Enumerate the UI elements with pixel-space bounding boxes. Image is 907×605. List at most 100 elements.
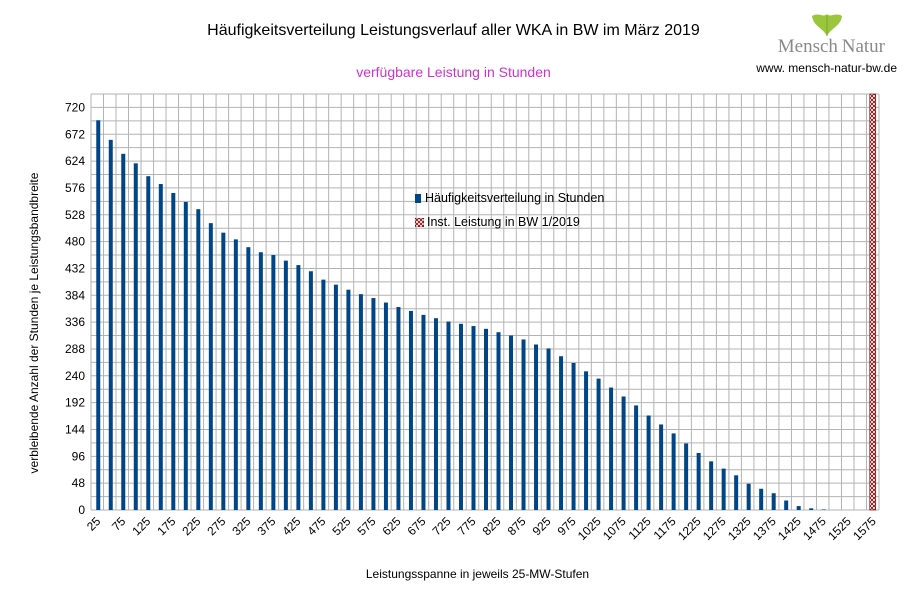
y-tick-label: 192 bbox=[65, 396, 85, 410]
bar bbox=[321, 279, 326, 510]
y-tick-label: 336 bbox=[65, 315, 85, 329]
bar bbox=[596, 378, 601, 510]
bar bbox=[158, 184, 163, 511]
x-tick-label: 1325 bbox=[725, 514, 754, 543]
bar bbox=[421, 314, 426, 510]
bar bbox=[171, 192, 176, 510]
bar bbox=[258, 252, 263, 510]
x-tick-label: 575 bbox=[354, 514, 378, 538]
x-tick-label: 1375 bbox=[750, 514, 779, 543]
bar bbox=[308, 271, 313, 510]
bar bbox=[771, 493, 776, 510]
bar bbox=[208, 223, 213, 510]
bar bbox=[746, 483, 751, 510]
bar bbox=[684, 443, 689, 510]
y-tick-label: 480 bbox=[65, 235, 85, 249]
bar bbox=[296, 265, 301, 510]
logo-brand-left: Mensch bbox=[777, 36, 838, 57]
y-tick-label: 576 bbox=[65, 181, 85, 195]
y-axis-ticks: 0 48 96 144 192 240 288 336 384 432 480 528 576 624 67… bbox=[65, 100, 85, 517]
x-tick-label: 225 bbox=[179, 514, 203, 538]
y-tick-label: 0 bbox=[78, 503, 85, 517]
bar bbox=[646, 415, 651, 510]
bar bbox=[696, 452, 701, 510]
bar bbox=[484, 328, 488, 510]
x-tick-label: 875 bbox=[505, 514, 529, 538]
bar bbox=[446, 321, 451, 510]
bar bbox=[358, 294, 363, 510]
x-tick-label: 725 bbox=[430, 514, 454, 538]
bar bbox=[346, 289, 351, 510]
installed-capacity-marker bbox=[869, 93, 877, 511]
x-tick-label: 625 bbox=[380, 514, 404, 538]
bar bbox=[621, 396, 626, 510]
y-tick-label: 144 bbox=[65, 422, 85, 436]
x-tick-label: 1475 bbox=[800, 514, 829, 543]
x-tick-label: 675 bbox=[405, 514, 429, 538]
chart-title: Häufigkeitsverteilung Leistungsverlauf a… bbox=[207, 22, 700, 39]
bar bbox=[108, 139, 113, 510]
y-tick-label: 720 bbox=[65, 100, 85, 114]
bar bbox=[784, 500, 789, 510]
logo-url: www. mensch-natur-bw.de bbox=[756, 61, 897, 75]
legend-label-installed: Inst. Leistung in BW 1/2019 bbox=[427, 215, 580, 229]
y-tick-label: 96 bbox=[72, 449, 86, 463]
bar bbox=[233, 239, 238, 510]
x-tick-label: 375 bbox=[254, 514, 278, 538]
bar bbox=[458, 323, 463, 510]
legend-item-bars: Häufigkeitsverteilung in Stunden bbox=[415, 186, 604, 210]
logo-brand-right: Natur bbox=[841, 36, 885, 57]
x-tick-label: 1125 bbox=[626, 514, 654, 542]
y-tick-label: 624 bbox=[65, 154, 85, 168]
x-tick-label: 1575 bbox=[850, 514, 879, 543]
bar bbox=[521, 339, 526, 510]
bar bbox=[821, 509, 826, 510]
bar bbox=[433, 318, 438, 510]
installed-capacity-bar bbox=[869, 93, 877, 511]
y-tick-label: 240 bbox=[65, 369, 85, 383]
x-tick-label: 1525 bbox=[825, 514, 854, 543]
legend-swatch-bars bbox=[415, 193, 421, 203]
bar bbox=[196, 209, 201, 510]
y-tick-label: 432 bbox=[65, 261, 85, 275]
bar bbox=[634, 405, 639, 510]
x-tick-label: 1425 bbox=[775, 514, 804, 543]
y-axis-label: verbleibende Anzahl der Stunden je Leist… bbox=[27, 172, 41, 474]
bar bbox=[709, 461, 714, 510]
x-tick-label: 275 bbox=[204, 514, 228, 538]
legend-item-installed: Inst. Leistung in BW 1/2019 bbox=[415, 210, 604, 234]
x-axis-label: Leistungsspanne in jeweils 25-MW-Stufen bbox=[365, 567, 590, 581]
bars bbox=[96, 120, 826, 511]
bar bbox=[96, 120, 101, 510]
bar bbox=[546, 348, 551, 510]
x-tick-label: 125 bbox=[129, 514, 153, 538]
legend: Häufigkeitsverteilung in Stunden Inst. L… bbox=[415, 186, 604, 234]
x-tick-label: 775 bbox=[455, 514, 479, 538]
bar bbox=[809, 508, 814, 510]
bar bbox=[133, 163, 138, 511]
bar bbox=[571, 362, 576, 510]
bar bbox=[471, 326, 476, 510]
legend-label-bars: Häufigkeitsverteilung in Stunden bbox=[425, 191, 605, 205]
bar bbox=[333, 284, 338, 510]
bar bbox=[796, 506, 801, 510]
x-tick-label: 1025 bbox=[575, 514, 604, 543]
bar bbox=[559, 356, 564, 510]
bar bbox=[534, 344, 539, 510]
x-axis-ticks: 25 75 125 175 225 275 325 375 425 475 525 575 625 675… bbox=[84, 514, 879, 543]
x-tick-label: 1075 bbox=[600, 514, 629, 543]
bar bbox=[496, 332, 501, 510]
bar bbox=[671, 433, 676, 510]
x-tick-label: 175 bbox=[154, 514, 178, 538]
x-tick-label: 25 bbox=[84, 514, 104, 534]
bar bbox=[408, 310, 413, 510]
x-tick-label: 1275 bbox=[700, 514, 729, 543]
bar bbox=[271, 255, 276, 510]
bar bbox=[396, 307, 401, 510]
x-tick-label: 1175 bbox=[651, 514, 679, 542]
y-tick-label: 48 bbox=[72, 476, 86, 490]
x-tick-label: 475 bbox=[304, 514, 328, 538]
chart-subtitle: verfügbare Leistung in Stunden bbox=[356, 64, 551, 80]
bar bbox=[383, 302, 388, 510]
